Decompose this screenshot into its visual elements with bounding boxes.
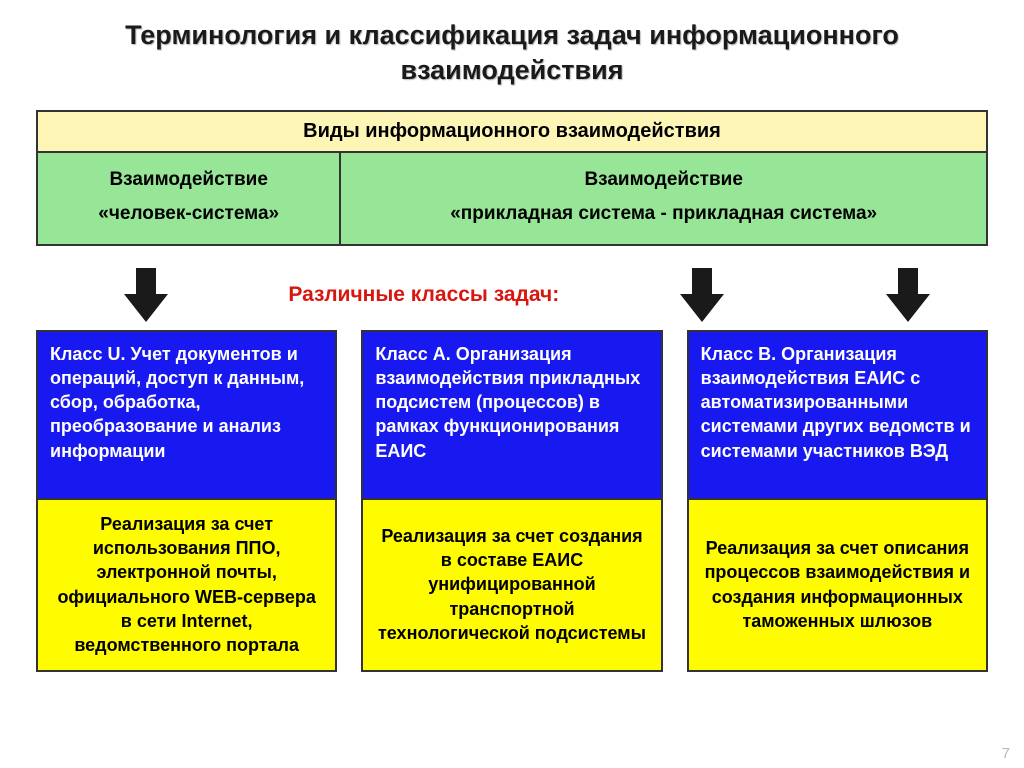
class-b-blue-box: Класс В. Организация взаимодействия ЕАИС… bbox=[687, 330, 988, 500]
top-cell-human-system: Взаимодействие «человек-система» bbox=[38, 153, 341, 243]
columns: Класс U. Учет документов и операций, дос… bbox=[32, 330, 992, 672]
class-a-yellow-text: Реализация за счет создания в составе ЕА… bbox=[375, 524, 648, 645]
class-u-yellow-text: Реализация за счет использования ППО, эл… bbox=[50, 512, 323, 658]
class-u-yellow-box: Реализация за счет использования ППО, эл… bbox=[36, 500, 337, 672]
top-left-line1: Взаимодействие bbox=[46, 163, 331, 197]
column-class-a: Класс А. Организация взаимодействия прик… bbox=[361, 330, 662, 672]
class-b-yellow-text: Реализация за счет описания процессов вз… bbox=[701, 536, 974, 633]
page-number: 7 bbox=[1002, 745, 1010, 762]
class-a-blue-box: Класс А. Организация взаимодействия прик… bbox=[361, 330, 662, 500]
down-arrow-icon bbox=[678, 266, 726, 324]
top-cell-system-system: Взаимодействие «прикладная система - при… bbox=[341, 153, 986, 243]
top-right-line2: «прикладная система - прикладная система… bbox=[349, 197, 978, 231]
column-class-u: Класс U. Учет документов и операций, дос… bbox=[36, 330, 337, 672]
class-b-yellow-box: Реализация за счет описания процессов вз… bbox=[687, 500, 988, 672]
top-right-line1: Взаимодействие bbox=[349, 163, 978, 197]
down-arrow-icon bbox=[122, 266, 170, 324]
top-block: Виды информационного взаимодействия Взаи… bbox=[36, 110, 988, 245]
class-a-yellow-box: Реализация за счет создания в составе ЕА… bbox=[361, 500, 662, 672]
page-title: Терминология и классификация задач инфор… bbox=[32, 18, 992, 88]
mid-label: Различные классы задач: bbox=[288, 283, 559, 307]
column-class-b: Класс В. Организация взаимодействия ЕАИС… bbox=[687, 330, 988, 672]
top-left-line2: «человек-система» bbox=[46, 197, 331, 231]
mid-row: Различные классы задач: bbox=[32, 260, 992, 330]
down-arrow-icon bbox=[884, 266, 932, 324]
top-row: Взаимодействие «человек-система» Взаимод… bbox=[38, 153, 986, 243]
top-header: Виды информационного взаимодействия bbox=[38, 112, 986, 153]
class-u-blue-box: Класс U. Учет документов и операций, дос… bbox=[36, 330, 337, 500]
